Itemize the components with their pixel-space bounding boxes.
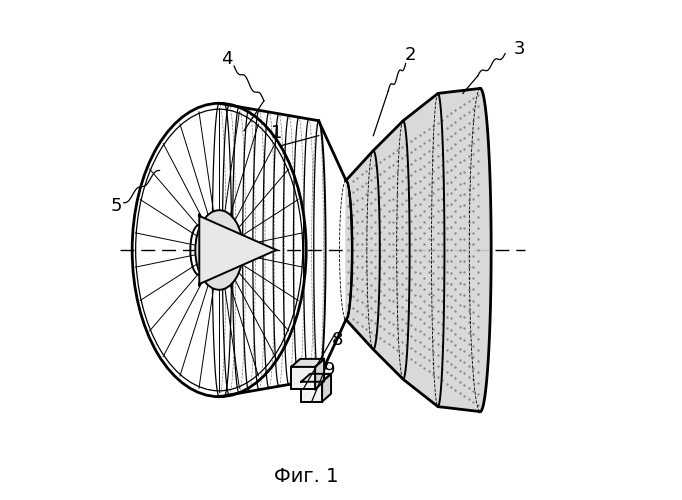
Text: 9: 9: [325, 362, 336, 380]
Text: 3: 3: [514, 40, 524, 58]
Polygon shape: [291, 367, 315, 389]
Polygon shape: [199, 214, 276, 286]
Polygon shape: [301, 374, 331, 382]
Text: Фиг. 1: Фиг. 1: [274, 466, 338, 485]
Ellipse shape: [195, 210, 243, 290]
Polygon shape: [346, 88, 491, 411]
Text: 4: 4: [221, 50, 233, 68]
Text: 1: 1: [271, 124, 282, 142]
Text: 5: 5: [110, 197, 122, 215]
Polygon shape: [291, 359, 324, 367]
Polygon shape: [301, 382, 322, 402]
Text: 8: 8: [332, 332, 343, 349]
Text: 2: 2: [405, 46, 417, 64]
Polygon shape: [322, 374, 331, 402]
Polygon shape: [315, 359, 324, 389]
